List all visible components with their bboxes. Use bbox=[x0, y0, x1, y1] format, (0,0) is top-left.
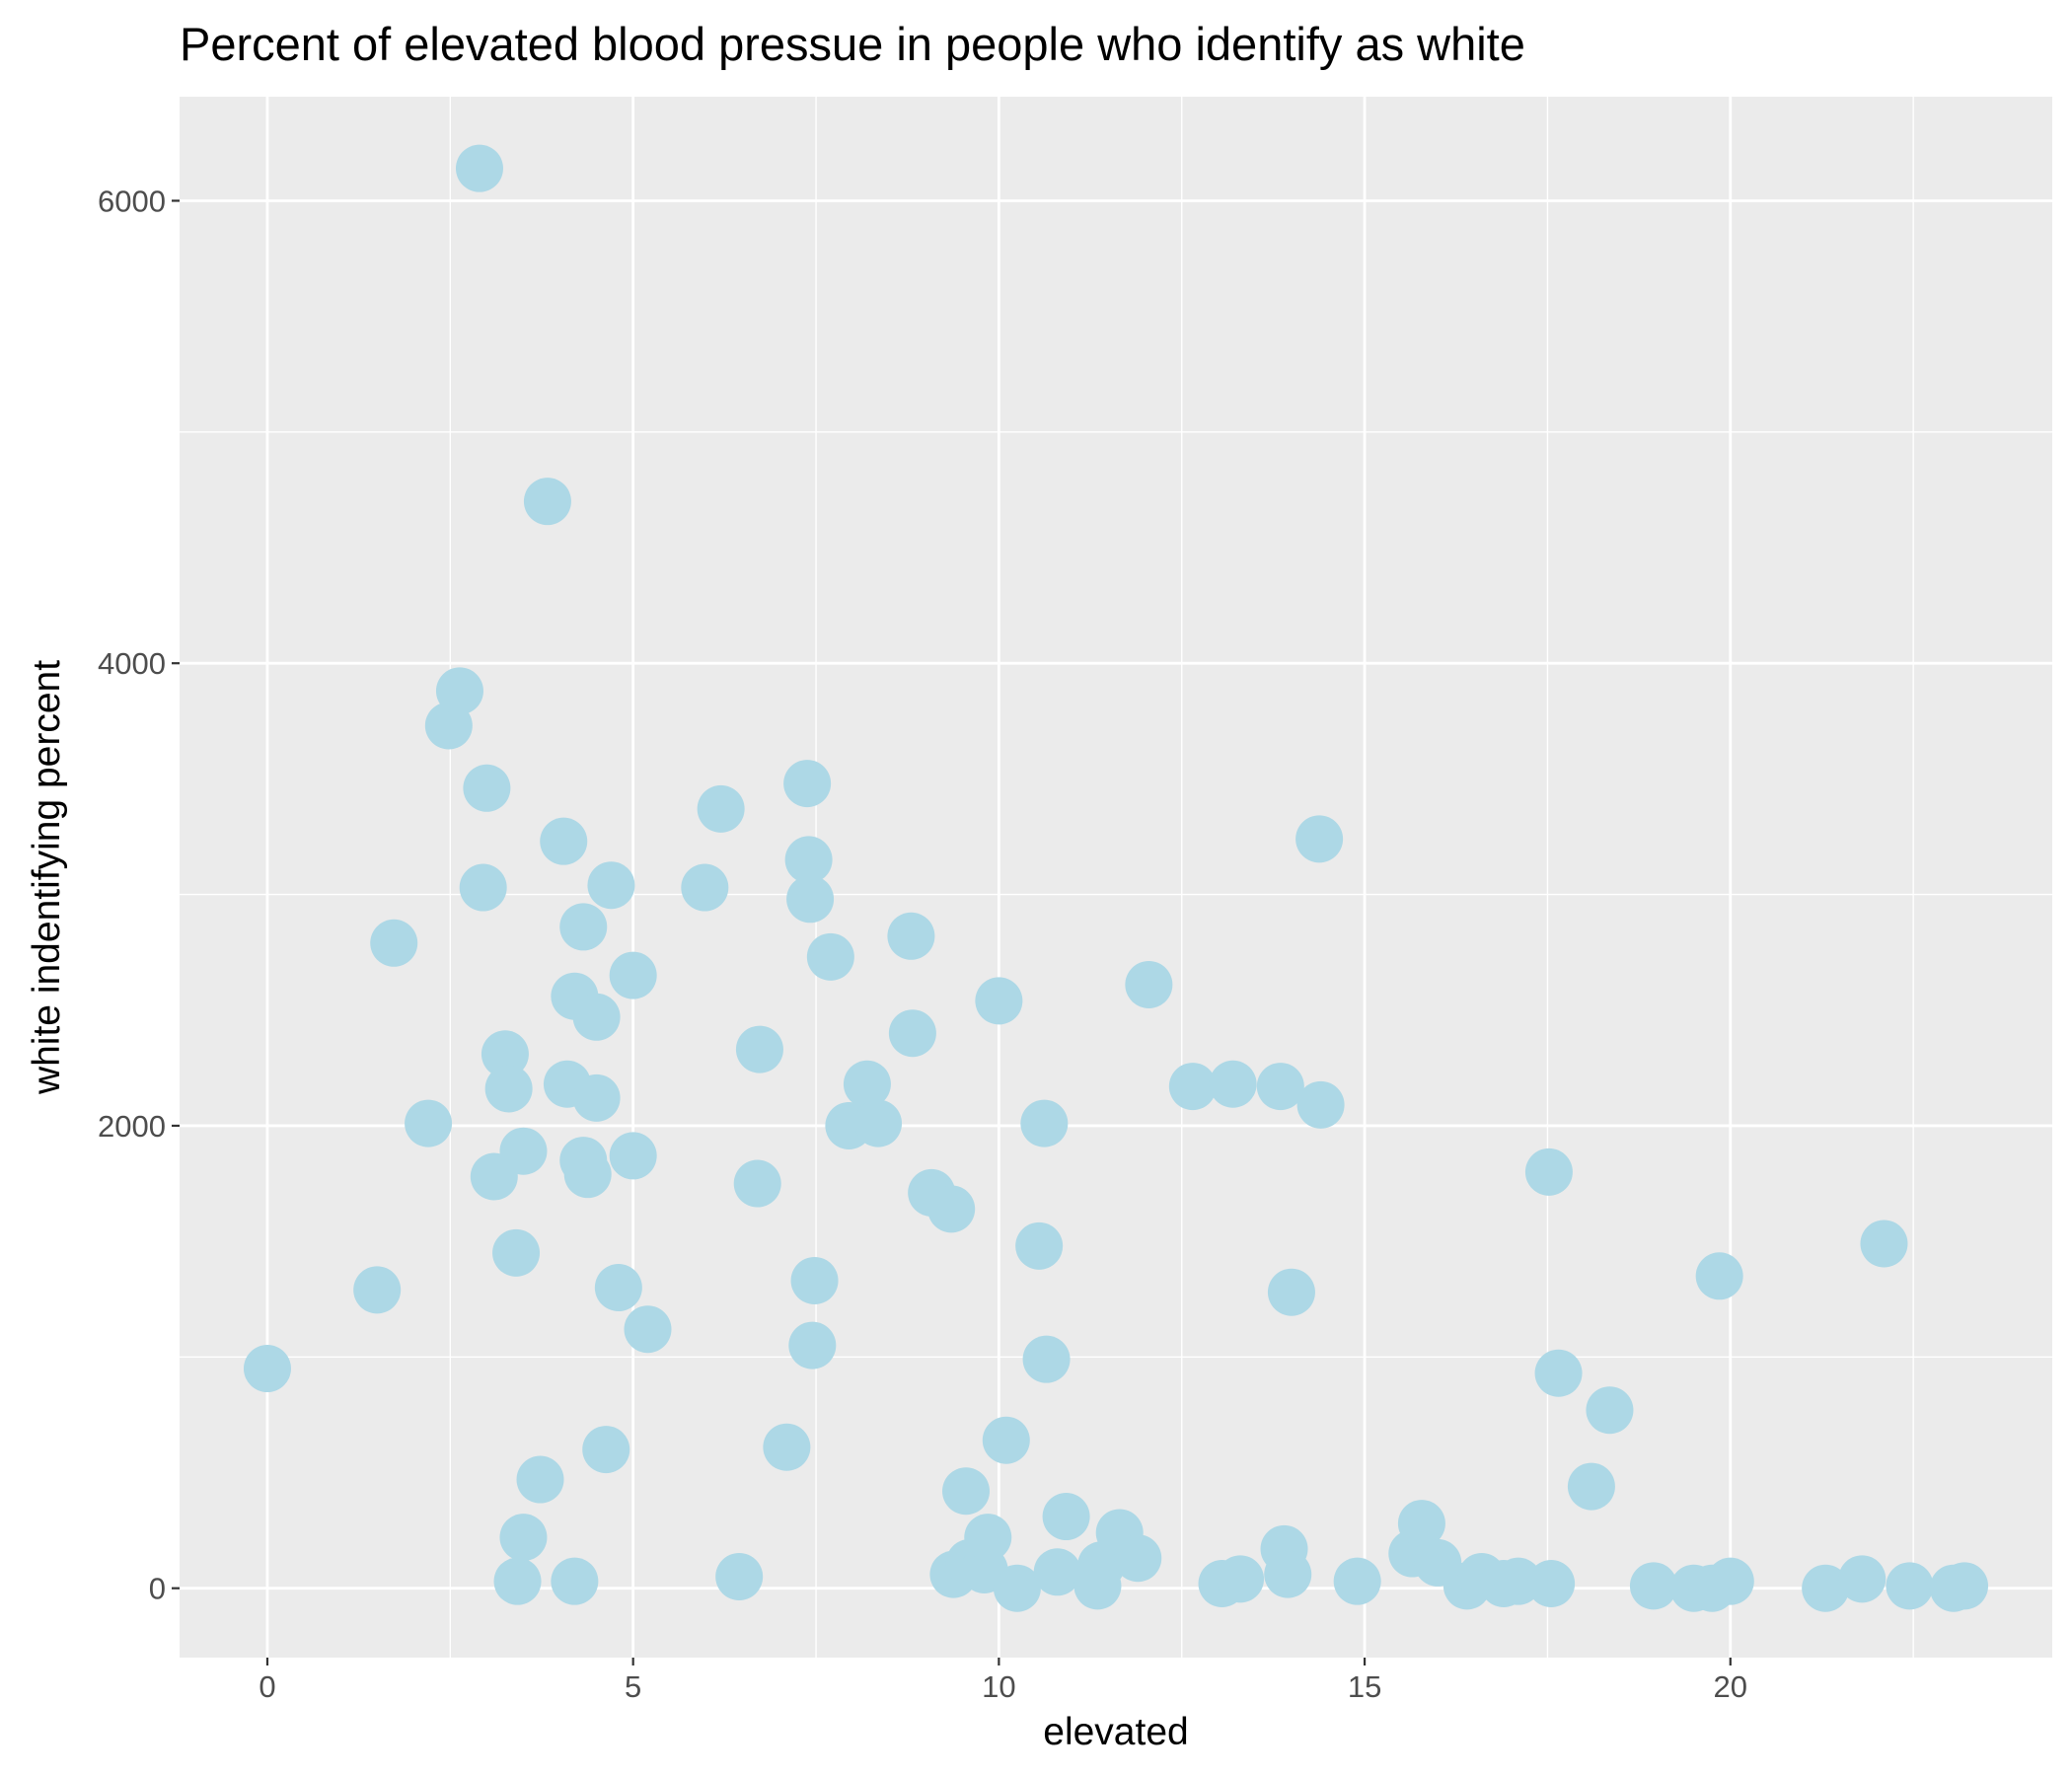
data-point bbox=[1629, 1562, 1677, 1610]
data-point bbox=[523, 478, 571, 526]
data-point bbox=[594, 1264, 642, 1312]
data-point bbox=[435, 667, 483, 715]
data-point bbox=[1295, 815, 1344, 863]
data-point bbox=[790, 1256, 839, 1304]
x-tick-label: 20 bbox=[1714, 1669, 1747, 1704]
data-point bbox=[563, 1150, 612, 1199]
data-point bbox=[455, 144, 503, 192]
chart-title: Percent of elevated blood pressue in peo… bbox=[180, 18, 1525, 70]
data-point bbox=[353, 1266, 402, 1314]
data-point bbox=[1033, 1548, 1081, 1596]
data-point bbox=[582, 1426, 630, 1474]
data-point bbox=[516, 1455, 564, 1504]
data-point bbox=[735, 1025, 783, 1073]
data-point bbox=[484, 1065, 533, 1113]
data-point bbox=[609, 951, 657, 999]
data-point bbox=[572, 993, 621, 1041]
data-point bbox=[843, 1060, 891, 1108]
data-point bbox=[697, 784, 745, 833]
y-tick-label: 0 bbox=[149, 1572, 166, 1606]
data-point bbox=[964, 1514, 1012, 1562]
data-point bbox=[786, 875, 835, 924]
data-point bbox=[887, 912, 935, 960]
data-point bbox=[1333, 1557, 1381, 1605]
data-point bbox=[459, 863, 507, 912]
data-point bbox=[806, 932, 854, 981]
data-point bbox=[993, 1564, 1041, 1612]
data-point bbox=[1886, 1562, 1934, 1610]
data-point bbox=[788, 1321, 837, 1369]
y-tick-label: 2000 bbox=[98, 1109, 166, 1144]
data-point bbox=[1802, 1564, 1850, 1612]
data-point bbox=[1296, 1080, 1345, 1129]
data-point bbox=[243, 1345, 291, 1393]
data-point bbox=[1114, 1534, 1162, 1583]
data-point bbox=[1397, 1500, 1445, 1548]
data-point bbox=[1022, 1335, 1071, 1383]
y-tick-label: 6000 bbox=[98, 184, 166, 218]
data-point bbox=[1217, 1555, 1265, 1603]
data-point bbox=[982, 1416, 1030, 1464]
data-point bbox=[1534, 1349, 1583, 1397]
data-point bbox=[1267, 1268, 1315, 1316]
data-point bbox=[624, 1305, 672, 1354]
data-point bbox=[1264, 1550, 1312, 1598]
data-point bbox=[927, 1185, 976, 1233]
data-point bbox=[942, 1467, 991, 1516]
x-tick-label: 10 bbox=[982, 1669, 1015, 1704]
data-point bbox=[493, 1557, 542, 1605]
data-point bbox=[1209, 1060, 1257, 1108]
data-point bbox=[1567, 1462, 1615, 1511]
data-point bbox=[1168, 1063, 1217, 1111]
data-point bbox=[763, 1423, 811, 1471]
data-point bbox=[1706, 1557, 1754, 1605]
data-point bbox=[975, 977, 1023, 1025]
data-point bbox=[499, 1514, 548, 1562]
data-point bbox=[854, 1099, 903, 1147]
data-point bbox=[551, 1557, 599, 1605]
data-point bbox=[1125, 960, 1173, 1008]
data-point bbox=[888, 1009, 936, 1058]
y-axis: 0 2000 4000 6000 bbox=[98, 184, 180, 1606]
data-point bbox=[1524, 1147, 1573, 1196]
data-point bbox=[1695, 1252, 1743, 1300]
data-point bbox=[481, 1030, 529, 1078]
data-point bbox=[559, 903, 608, 951]
data-points bbox=[243, 144, 1989, 1612]
data-point bbox=[681, 863, 729, 912]
y-tick-label: 4000 bbox=[98, 646, 166, 681]
x-tick-label: 15 bbox=[1348, 1669, 1381, 1704]
data-point bbox=[1527, 1560, 1576, 1608]
data-point bbox=[609, 1132, 657, 1180]
x-axis-title: elevated bbox=[1043, 1711, 1188, 1753]
data-point bbox=[715, 1552, 764, 1600]
data-point bbox=[572, 1073, 621, 1122]
data-point bbox=[463, 764, 511, 812]
data-point bbox=[405, 1099, 453, 1147]
data-point bbox=[499, 1127, 548, 1175]
data-point bbox=[1838, 1555, 1887, 1603]
plot-panel bbox=[180, 97, 2052, 1658]
data-point bbox=[1020, 1099, 1069, 1147]
data-point bbox=[540, 817, 588, 865]
data-point bbox=[587, 861, 635, 910]
data-point bbox=[1015, 1221, 1064, 1270]
data-point bbox=[783, 760, 832, 808]
data-point bbox=[492, 1228, 541, 1277]
data-point bbox=[1860, 1220, 1908, 1268]
data-point bbox=[1586, 1386, 1634, 1435]
data-point bbox=[733, 1159, 781, 1208]
x-axis: 0 5 10 15 20 bbox=[259, 1658, 1747, 1704]
x-tick-label: 0 bbox=[259, 1669, 275, 1704]
x-tick-label: 5 bbox=[625, 1669, 641, 1704]
data-point bbox=[1941, 1562, 1989, 1610]
data-point bbox=[370, 919, 418, 967]
y-axis-title: white indentifying percent bbox=[26, 660, 68, 1095]
data-point bbox=[1256, 1063, 1304, 1111]
data-point bbox=[1042, 1493, 1090, 1541]
data-point bbox=[784, 836, 833, 884]
